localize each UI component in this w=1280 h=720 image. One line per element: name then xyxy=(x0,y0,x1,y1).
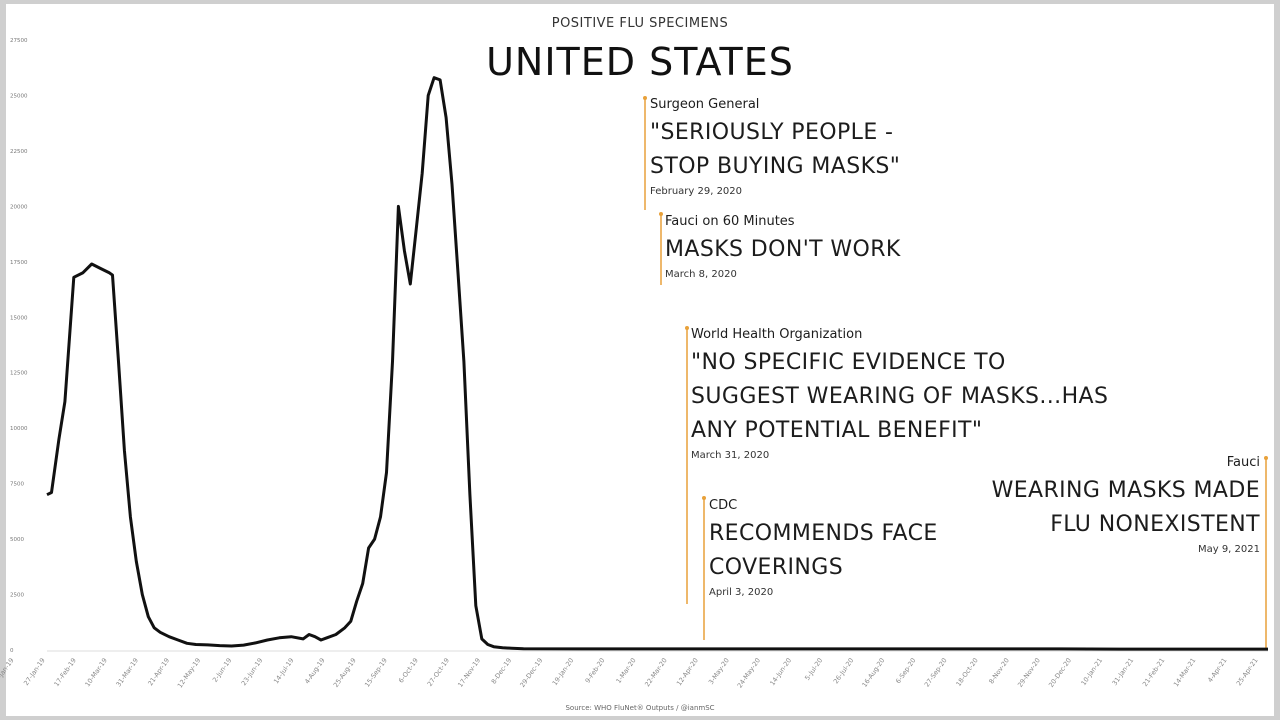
x-tick-label: 8-Nov-20 xyxy=(987,657,1011,686)
y-tick-label: 25000 xyxy=(10,93,28,99)
chart-title: UNITED STATES xyxy=(486,40,794,84)
annotation-quote: "NO SPECIFIC EVIDENCE TO xyxy=(691,350,1006,375)
x-tick-label: 29-Nov-20 xyxy=(1016,657,1042,689)
chart-frame xyxy=(6,4,1274,716)
marker-fauci-60-minutes-dot xyxy=(659,212,663,216)
annotation-quote: STOP BUYING MASKS" xyxy=(650,154,901,179)
annotation-cdc: CDC RECOMMENDS FACE COVERINGS April 3, 2… xyxy=(709,498,938,598)
x-tick-label: 16-Aug-20 xyxy=(861,657,887,689)
x-tick-label: 14-Jul-19 xyxy=(272,657,295,686)
x-tick-label: 22-Mar-20 xyxy=(643,657,669,689)
y-tick-label: 0 xyxy=(10,648,14,654)
x-tick-label: 12-Apr-20 xyxy=(675,657,700,688)
x-tick-label: 4-Aug-19 xyxy=(303,657,327,686)
annotation-date: May 9, 2021 xyxy=(1197,544,1260,555)
x-tick-label: 5-Jul-20 xyxy=(803,657,824,682)
x-tick-label: 15-Sep-19 xyxy=(363,657,389,689)
y-axis: 0 2500 5000 7500 10000 12500 15000 17500 20000 22… xyxy=(10,38,1268,654)
x-tick-label: 14-Mar-21 xyxy=(1172,657,1198,689)
annotation-source: World Health Organization xyxy=(691,327,863,342)
x-tick-label: 27-Oct-19 xyxy=(426,657,451,688)
x-tick-label: 27-Sep-20 xyxy=(923,657,949,689)
x-axis: 6-Jan-19 27-Jan-19 17-Feb-19 10-Mar-19 31-Ma… xyxy=(0,657,1260,690)
annotation-source: Fauci xyxy=(1226,455,1260,470)
annotation-markers xyxy=(643,96,1268,648)
marker-surgeon-general-dot xyxy=(643,96,647,100)
y-tick-label: 17500 xyxy=(10,260,28,266)
y-tick-label: 15000 xyxy=(10,315,28,321)
x-tick-label: 3-May-20 xyxy=(707,657,731,687)
marker-fauci-2021-dot xyxy=(1264,456,1268,460)
x-tick-label: 29-Dec-19 xyxy=(518,657,544,689)
x-tick-label: 14-Jun-20 xyxy=(768,657,793,688)
x-tick-label: 27-Jan-19 xyxy=(22,657,47,687)
x-tick-label: 20-Dec-20 xyxy=(1047,657,1073,689)
y-tick-label: 27500 xyxy=(10,38,28,44)
x-tick-label: 26-Jul-20 xyxy=(832,657,855,686)
x-tick-label: 2-Jun-19 xyxy=(211,657,233,684)
y-tick-label: 7500 xyxy=(10,482,24,488)
annotation-quote: SUGGEST WEARING OF MASKS...HAS xyxy=(691,384,1109,409)
x-tick-label: 6-Oct-19 xyxy=(397,657,420,685)
annotation-fauci-2021: Fauci WEARING MASKS MADE FLU NONEXISTENT… xyxy=(992,455,1260,555)
x-tick-label: 31-Mar-19 xyxy=(115,657,141,689)
x-tick-label: 17-Nov-19 xyxy=(456,657,482,689)
x-tick-label: 1-Mar-20 xyxy=(614,657,637,685)
x-tick-label: 23-Jun-19 xyxy=(240,657,265,688)
annotation-date: March 31, 2020 xyxy=(691,450,770,461)
annotation-quote: RECOMMENDS FACE xyxy=(709,521,938,546)
x-tick-label: 10-Mar-19 xyxy=(83,657,109,689)
x-tick-label: 9-Feb-20 xyxy=(584,657,607,685)
y-tick-label: 10000 xyxy=(10,426,28,432)
annotation-source: Surgeon General xyxy=(650,97,760,112)
x-tick-label: 21-Feb-21 xyxy=(1141,657,1166,688)
x-tick-label: 31-Jan-21 xyxy=(1111,657,1136,687)
source-note: Source: WHO FluNet® Outputs / @ianmSC xyxy=(565,704,715,712)
y-tick-label: 20000 xyxy=(10,204,28,210)
annotation-date: April 3, 2020 xyxy=(709,587,774,598)
annotation-quote: COVERINGS xyxy=(709,555,844,580)
x-tick-label: 19-Jan-20 xyxy=(551,657,576,687)
y-tick-label: 12500 xyxy=(10,371,28,377)
annotation-surgeon-general: Surgeon General "SERIOUSLY PEOPLE - STOP… xyxy=(650,97,900,197)
x-tick-label: 18-Oct-20 xyxy=(954,657,979,688)
x-tick-label: 24-May-20 xyxy=(736,657,762,690)
annotation-date: March 8, 2020 xyxy=(665,269,737,280)
chart-supertitle: POSITIVE FLU SPECIMENS xyxy=(551,16,729,31)
x-tick-label: 25-Apr-21 xyxy=(1235,657,1260,688)
marker-cdc-dot xyxy=(702,496,706,500)
marker-who-dot xyxy=(685,326,689,330)
annotation-date: February 29, 2020 xyxy=(650,186,743,197)
x-tick-label: 6-Sep-20 xyxy=(894,657,917,686)
annotation-quote: FLU NONEXISTENT xyxy=(1050,512,1260,537)
annotation-fauci-60-minutes: Fauci on 60 Minutes MASKS DON'T WORK Mar… xyxy=(665,214,901,280)
annotation-quote: WEARING MASKS MADE xyxy=(991,478,1260,503)
series-line xyxy=(46,76,1268,651)
x-tick-label: 4-Apr-21 xyxy=(1206,657,1228,684)
x-tick-label: 17-Feb-19 xyxy=(53,657,78,688)
x-tick-label: 10-Jan-21 xyxy=(1079,657,1104,687)
x-tick-label: 6-Jan-19 xyxy=(0,657,16,684)
annotation-who: World Health Organization "NO SPECIFIC E… xyxy=(691,327,1108,461)
annotation-quote: ANY POTENTIAL BENEFIT" xyxy=(691,418,983,443)
x-tick-label: 25-Aug-19 xyxy=(332,657,358,689)
annotation-quote: "SERIOUSLY PEOPLE - xyxy=(650,120,894,145)
annotation-quote: MASKS DON'T WORK xyxy=(665,237,901,262)
y-tick-label: 5000 xyxy=(10,537,24,543)
y-tick-label: 2500 xyxy=(10,593,24,599)
y-tick-label: 22500 xyxy=(10,149,28,155)
x-tick-label: 21-Apr-19 xyxy=(146,657,171,688)
x-tick-label: 8-Dec-19 xyxy=(490,657,514,686)
x-tick-label: 12-May-19 xyxy=(176,657,202,690)
annotation-source: CDC xyxy=(709,498,738,513)
annotation-source: Fauci on 60 Minutes xyxy=(665,214,795,229)
